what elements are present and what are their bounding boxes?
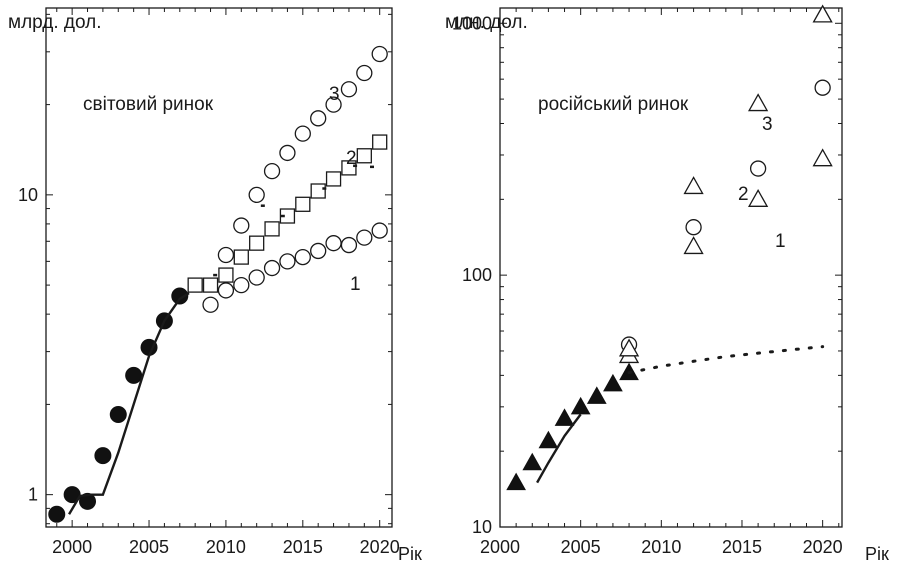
left-series-2-point xyxy=(218,267,234,283)
left-series-0-point xyxy=(63,486,81,504)
left-series-2-point xyxy=(279,208,296,224)
left-curve-label-2: 2 xyxy=(346,148,357,169)
left-series-0-point xyxy=(171,287,189,305)
right-series-0-point xyxy=(570,396,591,415)
left-series-3-point xyxy=(340,81,358,98)
left-series-3-point xyxy=(233,217,250,234)
right-series-5-point xyxy=(812,4,833,23)
left-series-1-point xyxy=(371,222,388,239)
left-x-axis-label: Рік xyxy=(398,544,422,564)
right-series-3-point xyxy=(748,189,769,207)
left-series-3-point xyxy=(310,110,327,127)
right-annotation: російський ринок xyxy=(538,94,689,115)
right-plot-frame xyxy=(499,7,843,528)
left-series-2-point xyxy=(187,277,203,293)
right-series-0-point xyxy=(554,408,575,426)
left-series-2-point xyxy=(249,235,265,251)
right-x-tick-label: 2000 xyxy=(480,537,520,557)
right-x-tick-label: 2015 xyxy=(722,537,762,557)
right-x-tick-label: 2010 xyxy=(641,537,681,557)
right-y-tick-label: 10 xyxy=(472,517,492,537)
right-y-tick-label: 1000 xyxy=(452,13,492,33)
left-curve-label-3: 3 xyxy=(329,84,340,105)
left-series-2-point xyxy=(202,277,219,293)
right-series-4-point xyxy=(814,79,831,96)
left-series-0-point xyxy=(48,505,66,523)
left-series-3-point xyxy=(217,246,235,264)
right-series-2-dotted-line xyxy=(627,345,825,375)
right-series-5-point xyxy=(748,93,769,112)
right-series-3-point xyxy=(812,148,833,167)
right-series-5-point xyxy=(683,176,704,195)
left-series-1-point xyxy=(356,229,373,246)
right-y-tick-label: 100 xyxy=(462,265,492,285)
left-x-tick-label: 2010 xyxy=(206,537,246,557)
left-series-1-point xyxy=(279,253,296,270)
right-curve-label-2: 2 xyxy=(738,184,749,205)
left-series-3-point xyxy=(371,45,388,63)
right-y-axis-unit: млн. дол. xyxy=(445,12,528,33)
right-series-4-point xyxy=(749,160,767,177)
left-series-2-point xyxy=(295,196,311,212)
left-series-2-point xyxy=(372,134,388,150)
left-series-2-point xyxy=(310,183,326,199)
left-chart-panel: 2000 2005 2010 2015 2020 1 10 млрд. дол. світови… xyxy=(8,7,422,564)
right-curve-label-3: 3 xyxy=(762,114,773,135)
right-series-0-point xyxy=(522,452,543,471)
left-series-1-point xyxy=(310,242,327,260)
left-series-4-line xyxy=(68,292,190,515)
left-series-3-point xyxy=(279,144,296,162)
left-series-0-point xyxy=(125,366,143,384)
left-series-2-point xyxy=(341,160,357,176)
left-series-2-point xyxy=(325,171,342,187)
left-series-1-point xyxy=(202,296,219,313)
left-series-1-point xyxy=(233,276,250,294)
left-series-1-point xyxy=(340,236,358,254)
left-y-tick-label: 10 xyxy=(18,185,38,205)
right-series-4-point xyxy=(685,219,702,236)
left-series-3-point xyxy=(294,125,311,142)
right-series-0-point xyxy=(538,430,559,449)
left-annotation: світовий ринок xyxy=(83,94,214,115)
left-series-3-point xyxy=(248,186,265,204)
left-x-tick-label: 2020 xyxy=(360,537,400,557)
left-series-0-point xyxy=(94,447,112,465)
left-series-1-point xyxy=(263,259,281,277)
left-series-3-point xyxy=(356,64,373,82)
left-series-3-point xyxy=(263,162,281,180)
left-x-tick-label: 2005 xyxy=(129,537,169,557)
right-x-tick-label: 2005 xyxy=(561,537,601,557)
right-series-3-point xyxy=(683,236,704,255)
left-series-0-point xyxy=(79,492,97,510)
right-series-5-point xyxy=(618,338,640,357)
left-plot-frame xyxy=(45,7,393,528)
left-x-tick-label: 2000 xyxy=(52,537,92,557)
left-series-1-point xyxy=(248,269,265,286)
left-series-2-point xyxy=(264,221,280,237)
left-series-2-point xyxy=(356,148,372,164)
left-series-3-point xyxy=(325,96,342,113)
right-series-0-point xyxy=(603,373,623,392)
left-series-1-point xyxy=(294,248,311,266)
right-series-1-line xyxy=(536,413,582,484)
left-y-axis-unit: млрд. дол. xyxy=(8,12,102,33)
left-series-1-point xyxy=(325,235,342,252)
left-y-tick-label: 1 xyxy=(28,485,38,505)
right-x-axis-label: Рік xyxy=(865,544,889,564)
left-series-1-point xyxy=(217,282,235,299)
right-x-tick-label: 2020 xyxy=(803,537,843,557)
right-series-0-point xyxy=(506,472,526,491)
right-curve-label-1: 1 xyxy=(775,231,786,252)
right-series-0-point xyxy=(586,386,607,404)
left-series-2-point xyxy=(233,249,249,265)
left-x-tick-label: 2015 xyxy=(283,537,323,557)
left-curve-label-1: 1 xyxy=(350,274,361,295)
left-series-0-point xyxy=(109,406,127,424)
